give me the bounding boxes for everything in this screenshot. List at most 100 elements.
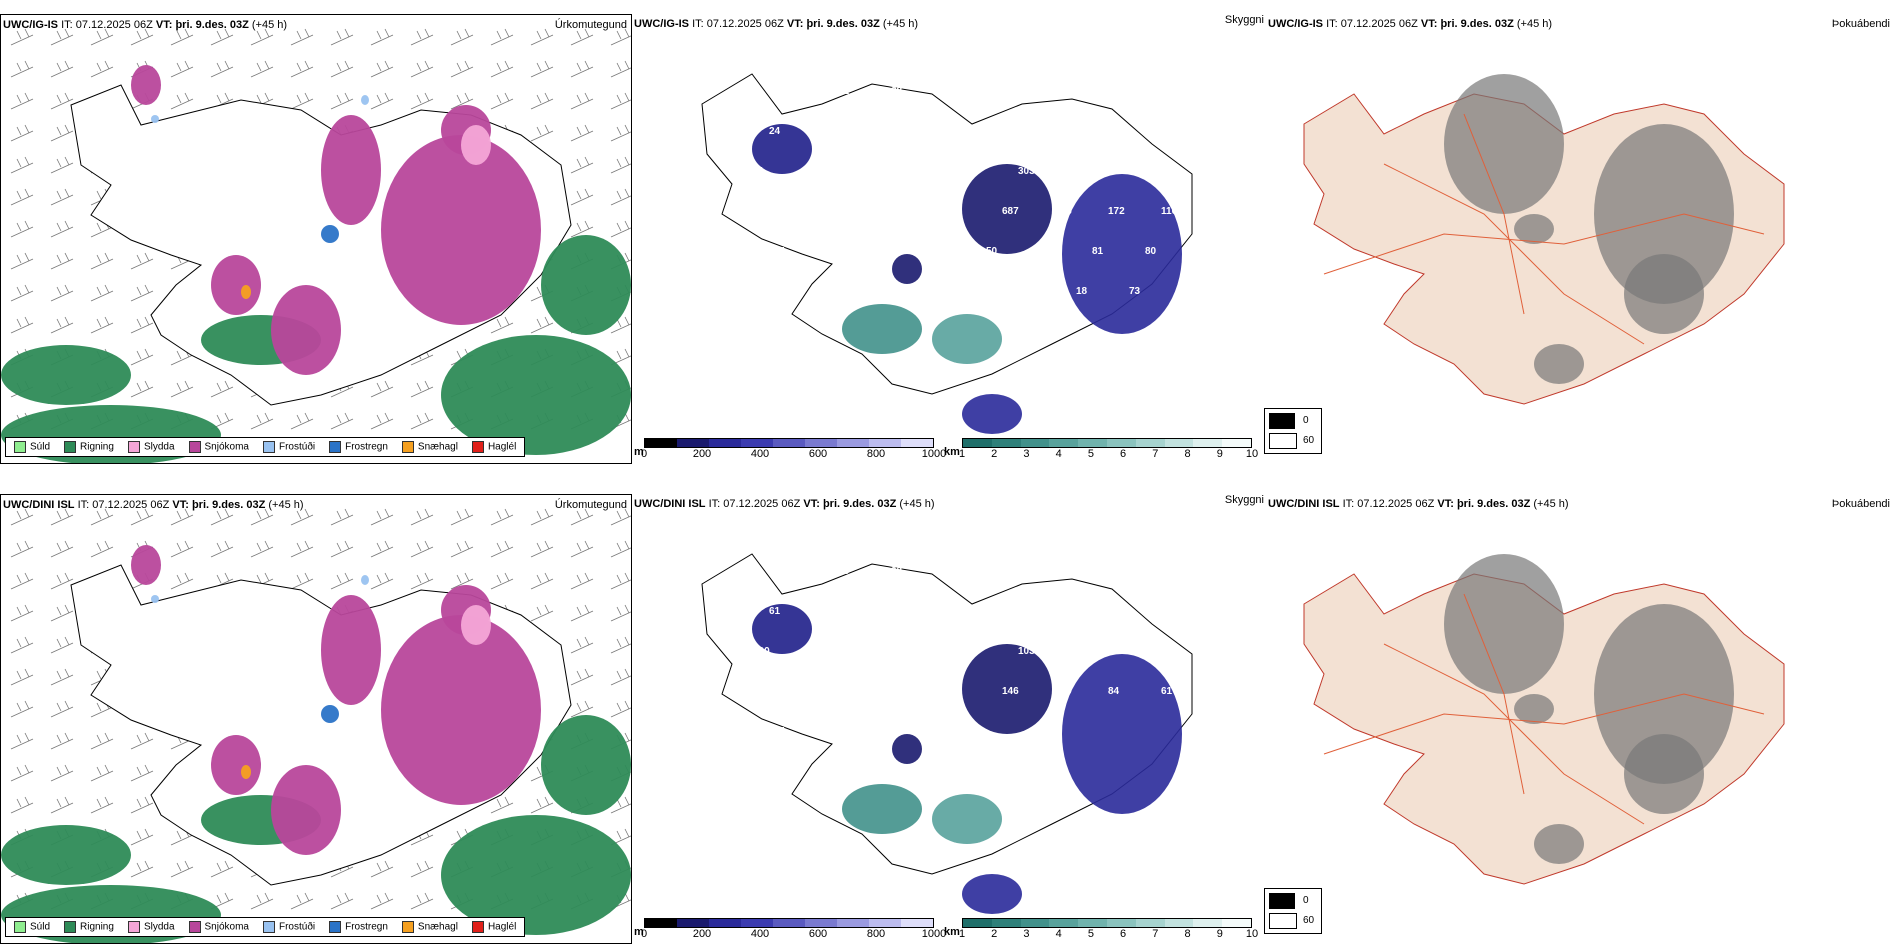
- colorbar-step: [1078, 439, 1107, 447]
- cloud-value-label: 103: [1018, 646, 1035, 657]
- wind-barb: [10, 124, 34, 142]
- wind-barb: [610, 508, 631, 526]
- fog-header-top: UWC/IG-IS IT: 07.12.2025 06Z VT: þri. 9.…: [1268, 18, 1553, 30]
- cloud-value-label: 61: [1161, 686, 1173, 697]
- colorbar-step: [741, 439, 773, 447]
- fog-title-bottom: Þokuábendi: [1831, 498, 1890, 510]
- precip-area: [1, 345, 131, 405]
- legend-label: Haglél: [487, 441, 517, 453]
- colorbar-tick: 200: [692, 928, 712, 940]
- wind-barb: [610, 220, 631, 238]
- wind-barb: [410, 860, 434, 878]
- wind-barb: [210, 380, 234, 398]
- wind-barb: [610, 60, 631, 78]
- wind-barb: [570, 572, 594, 590]
- cloud-panel-top: 66 73 61 88 64 56 55 42 71 24 190 249 161 132 178 95 55 6…: [632, 14, 1264, 464]
- wind-barb: [130, 828, 154, 846]
- wind-barb: [330, 60, 354, 78]
- legend-item: Haglél: [471, 921, 516, 933]
- cloud-value-label: 55: [1050, 86, 1062, 97]
- colorbar-tick: 0: [640, 928, 648, 940]
- wind-barb: [290, 540, 314, 558]
- wind-barb: [170, 28, 194, 46]
- cloud-value-label: 70: [864, 286, 876, 297]
- wind-barb: [50, 668, 74, 686]
- cloud-value-label: 132: [811, 286, 828, 297]
- wind-barb: [50, 572, 74, 590]
- legend-item: Slydda: [127, 441, 175, 453]
- wind-barb: [370, 92, 394, 110]
- cloud-value-label: 303: [1018, 166, 1035, 177]
- wind-barb: [250, 508, 274, 526]
- cloud-header-top: UWC/IG-IS IT: 07.12.2025 06Z VT: þri. 9.…: [634, 18, 919, 30]
- wind-barb: [130, 284, 154, 302]
- colorbar-step: [805, 439, 837, 447]
- wind-barb: [370, 380, 394, 398]
- cloud-value-label: 65: [859, 166, 871, 177]
- wind-barb: [250, 892, 274, 910]
- fog-colorbox-top: 0 60: [1264, 408, 1322, 454]
- wind-barb: [50, 700, 74, 718]
- wind-barb: [90, 284, 114, 302]
- wind-barb: [370, 540, 394, 558]
- precip-header-bottom: UWC/DINI ISL IT: 07.12.2025 06Z VT: þri.…: [3, 499, 304, 511]
- colorbar-step: [677, 439, 709, 447]
- colorbar-step: [1049, 919, 1079, 927]
- wind-barb: [610, 700, 631, 718]
- colorbar-tick: 800: [866, 928, 886, 940]
- fog-shade: [1534, 824, 1584, 864]
- wind-barb: [530, 92, 554, 110]
- cloud-area: [962, 394, 1022, 434]
- legend-item: Frostúði: [262, 921, 315, 933]
- wind-barb: [50, 604, 74, 622]
- cloud-value-label: 93: [912, 166, 924, 177]
- colorbar-tick: 4: [1055, 928, 1062, 940]
- cloud-value-label: 13: [949, 686, 961, 697]
- road-line: [1323, 213, 1765, 275]
- cloud-value-label: 425: [1055, 206, 1072, 217]
- wind-barb: [170, 860, 194, 878]
- wind-barb: [170, 540, 194, 558]
- wind-barb: [530, 796, 554, 814]
- wind-barb: [530, 508, 554, 526]
- legend-item: Rigning: [64, 441, 114, 453]
- wind-barb: [610, 92, 631, 110]
- colorbar-step: [991, 919, 1021, 927]
- wind-barb: [90, 60, 114, 78]
- wind-barb: [330, 412, 354, 430]
- wind-barb: [370, 28, 394, 46]
- cloud-value-label: 64: [944, 566, 956, 577]
- wind-barb: [130, 252, 154, 270]
- wind-barb: [570, 156, 594, 174]
- cloud-area: [752, 124, 812, 174]
- legend-swatch: [64, 921, 77, 933]
- precip-area: [241, 285, 251, 299]
- legend-swatch: [262, 441, 275, 453]
- cloud-value-label: 97: [933, 246, 945, 257]
- cloud-value-label: 80: [1145, 246, 1157, 257]
- colorbar-step: [963, 439, 992, 447]
- wind-barb: [610, 124, 631, 142]
- cloud-value-label: 93: [822, 606, 834, 617]
- colorbar-step: [1078, 919, 1107, 927]
- wind-barb: [490, 540, 514, 558]
- wind-barb: [50, 636, 74, 654]
- cloud-value-label: 112: [790, 686, 807, 697]
- wind-barb: [290, 572, 314, 590]
- cloud-value-label: 100: [753, 646, 770, 657]
- cloud-value-label: 116: [1161, 206, 1178, 217]
- colorbar-step: [837, 439, 869, 447]
- wind-barb: [90, 540, 114, 558]
- wind-barb: [10, 604, 34, 622]
- cloud-value-label: 86: [896, 686, 908, 697]
- wind-barb: [610, 572, 631, 590]
- wind-barb: [250, 540, 274, 558]
- cloud-value-label: 61: [838, 86, 850, 97]
- wind-barb: [210, 508, 234, 526]
- cloud-value-label: 110: [1039, 246, 1056, 257]
- wind-barb: [10, 700, 34, 718]
- road-line: [1463, 593, 1525, 795]
- cloud-value-label: 161: [928, 126, 945, 137]
- legend-label: Frostregn: [345, 441, 388, 453]
- cloud-value-label: 55: [1140, 126, 1152, 137]
